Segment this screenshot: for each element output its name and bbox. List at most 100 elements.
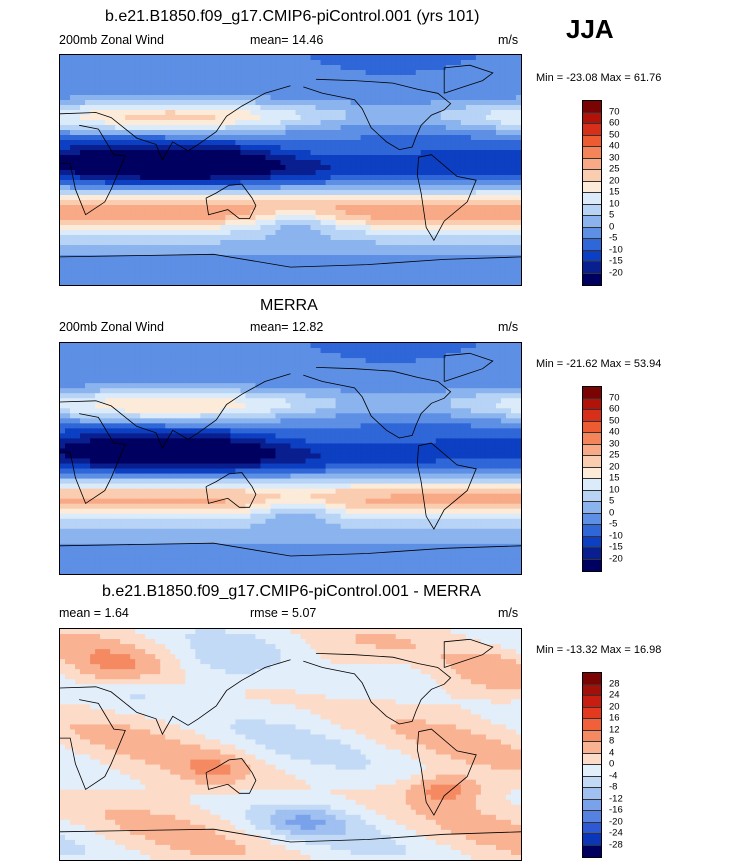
colorbar-tick-label: 30 [609,438,620,449]
colorbar-swatch [583,513,601,525]
colorbar-swatch [583,684,601,696]
colorbar-tick-label: 28 [609,678,620,689]
panel2-map [59,342,522,575]
panel2-minmax: Min = -21.62 Max = 53.94 [536,358,662,370]
colorbar-swatch [583,158,601,170]
colorbar-tick-label: 40 [609,140,620,152]
panel3-minmax: Min = -13.32 Max = 16.98 [536,644,662,656]
colorbar-swatch [583,776,601,788]
colorbar-swatch [583,536,601,548]
panel3-map [59,628,522,861]
colorbar-tick-label: -10 [609,244,623,255]
colorbar-swatch [583,204,601,216]
colorbar-swatch [583,124,601,136]
colorbar-tick-label: -8 [609,781,618,793]
colorbar-swatch [583,239,601,251]
panel2-variable-label: 200mb Zonal Wind [59,320,164,334]
panel3-colorbar [582,672,602,858]
colorbar-tick-label: -20 [609,267,623,278]
colorbar-tick-label: -4 [609,770,618,781]
colorbar-swatch [583,479,601,491]
colorbar-tick-label: 60 [609,117,620,129]
colorbar-swatch [583,490,601,502]
colorbar-swatch [583,822,601,834]
panel2-mean-label: mean= 12.82 [250,320,324,334]
colorbar-tick-label: 0 [609,758,615,770]
colorbar-tick-label: 70 [609,392,620,403]
colorbar-swatch [583,834,601,846]
colorbar-tick-label: -12 [609,793,623,804]
colorbar-tick-label: 25 [609,449,620,461]
colorbar-swatch [583,559,601,571]
panel3-mean-label: mean = 1.64 [59,606,129,620]
colorbar-tick-label: 70 [609,106,620,117]
colorbar-swatch [583,730,601,742]
panel2-title: MERRA [260,297,318,314]
panel2-unit-label: m/s [498,320,519,334]
panel3-rmse-label: rmse = 5.07 [250,606,317,620]
colorbar-swatch [583,788,601,800]
colorbar-swatch [583,719,601,731]
colorbar-tick-label: -15 [609,255,623,267]
colorbar-swatch [583,799,601,811]
panel3-unit-label: m/s [498,606,519,620]
colorbar-swatch [583,456,601,468]
colorbar-tick-label: 4 [609,747,615,758]
colorbar-tick-label: -20 [609,553,623,564]
colorbar-swatch [583,193,601,205]
colorbar-swatch [583,673,601,685]
map-field [60,629,521,860]
colorbar-tick-label: -20 [609,816,623,827]
colorbar-swatch [583,421,601,433]
colorbar-swatch [583,135,601,147]
map-field [60,343,521,574]
panel1-map [59,54,522,286]
colorbar-swatch [583,262,601,274]
colorbar-tick-label: 15 [609,186,620,198]
colorbar-swatch [583,845,601,857]
colorbar-tick-label: 8 [609,735,615,747]
colorbar-tick-label: 10 [609,484,620,495]
map-field [60,55,521,285]
colorbar-tick-label: 50 [609,415,620,426]
colorbar-tick-label: -28 [609,839,623,850]
colorbar-swatch [583,273,601,285]
panel1-colorbar [582,100,602,286]
colorbar-swatch [583,707,601,719]
colorbar-swatch [583,742,601,754]
colorbar-swatch [583,227,601,239]
colorbar-swatch [583,170,601,182]
colorbar-tick-label: 0 [609,221,615,232]
colorbar-swatch [583,525,601,537]
colorbar-tick-label: -5 [609,232,618,244]
colorbar-tick-label: -15 [609,541,623,553]
panel1-minmax: Min = -23.08 Max = 61.76 [536,72,662,84]
colorbar-swatch [583,101,601,113]
colorbar-swatch [583,548,601,560]
colorbar-tick-label: 60 [609,403,620,415]
colorbar-tick-label: -16 [609,804,623,816]
colorbar-swatch [583,811,601,823]
colorbar-tick-label: 24 [609,689,620,701]
colorbar-swatch [583,112,601,124]
colorbar-swatch [583,502,601,514]
colorbar-tick-label: 16 [609,712,620,724]
colorbar-tick-label: 5 [609,495,615,507]
colorbar-swatch [583,181,601,193]
colorbar-swatch [583,216,601,228]
colorbar-swatch [583,467,601,479]
colorbar-tick-label: 0 [609,507,615,518]
colorbar-swatch [583,765,601,777]
colorbar-swatch [583,410,601,422]
colorbar-tick-label: 5 [609,209,615,221]
colorbar-swatch [583,387,601,399]
colorbar-tick-label: 50 [609,129,620,140]
colorbar-tick-label: 15 [609,472,620,484]
colorbar-tick-label: -10 [609,530,623,541]
colorbar-swatch [583,444,601,456]
colorbar-tick-label: 30 [609,152,620,163]
panel3-title: b.e21.B1850.f09_g17.CMIP6-piControl.001 … [102,583,481,600]
colorbar-swatch [583,696,601,708]
colorbar-swatch [583,753,601,765]
season-label: JJA [566,14,614,44]
